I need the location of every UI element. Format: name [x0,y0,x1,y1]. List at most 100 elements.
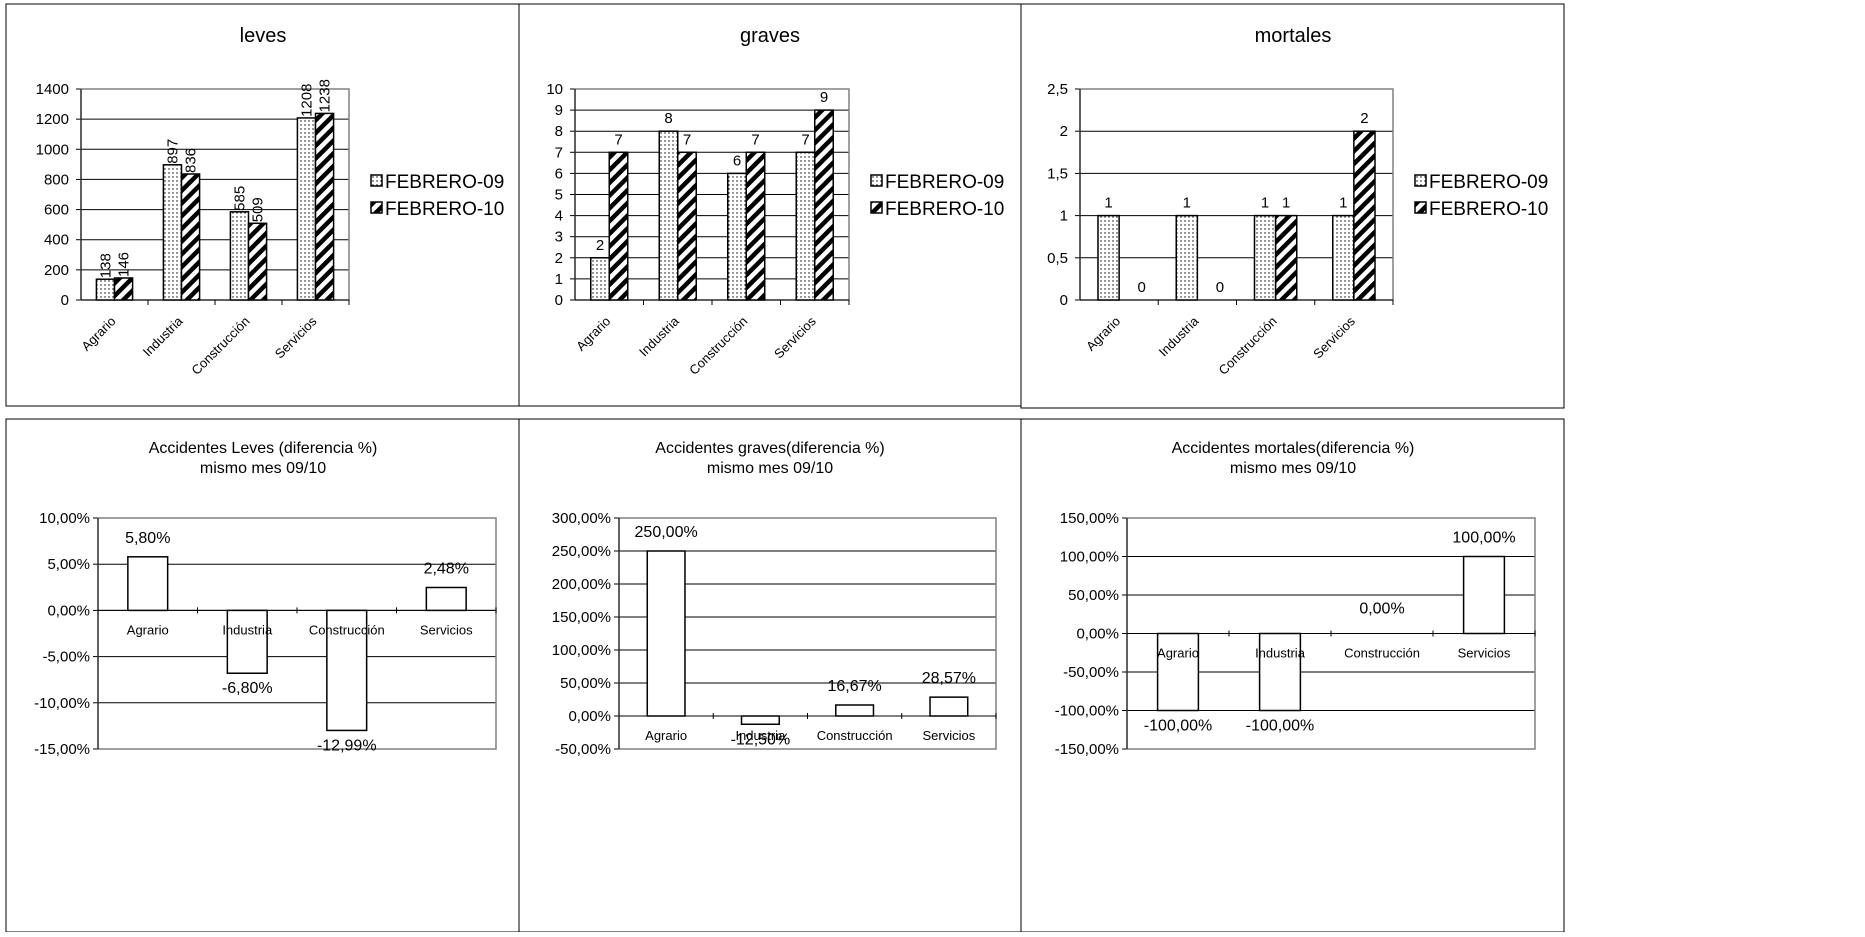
bar-febrero-10 [247,222,268,301]
data-label: 1 [1183,195,1191,212]
y-tick-label: -100,00% [1055,703,1119,720]
data-label: 9 [820,89,828,106]
y-tick-label: 100,00% [1060,549,1119,566]
y-tick-label: 7 [555,144,563,161]
y-tick-label: 50,00% [560,675,611,692]
y-tick-label: 400 [44,232,69,249]
y-tick-label: 2 [1060,123,1068,140]
bar [425,586,467,612]
x-tick-label: Construcción [1344,646,1420,661]
data-label: 0 [1216,279,1224,296]
bar-febrero-10 [1353,130,1376,301]
data-label: 1 [1282,195,1290,212]
y-tick-label: 1 [555,271,563,288]
y-tick-label: 600 [44,202,69,219]
x-tick-label: Agrario [78,314,118,354]
y-tick-label: 5 [555,187,563,204]
data-label: 2 [596,237,604,254]
chart-title: Accidentes Leves (diferencia %) [149,440,378,457]
y-tick-label: -15,00% [34,741,90,758]
chart-0: leves 0 200 400 600 800 1000 1200 1400 138 146 Agra… [36,25,505,378]
x-tick-label: Construcción [686,314,750,378]
y-tick-label: 0,00% [1076,626,1119,643]
chart-title: Accidentes mortales(diferencia %) [1172,440,1415,457]
chart-3: Accidentes Leves (diferencia %) mismo mes… [34,440,497,758]
y-tick-label: 0,5 [1047,250,1068,267]
bar [1156,632,1200,712]
y-tick-label: 0 [555,292,563,309]
y-tick-label: 6 [555,165,563,182]
y-tick-label: -5,00% [42,649,90,666]
chart-subtitle: mismo mes 09/10 [1230,460,1356,477]
legend-label: FEBRERO-10 [385,199,504,220]
legend-swatch-febrero-10 [370,201,383,214]
chart-5: Accidentes mortales(diferencia %) mismo m… [1055,440,1536,758]
bar [1258,632,1302,712]
x-tick-label: Servicios [272,313,320,361]
x-tick-label: Agrario [573,314,613,354]
y-tick-label: 0,00% [47,602,90,619]
bar [127,556,169,612]
bar-febrero-10 [113,277,134,301]
data-label: -12,99% [317,737,377,754]
chart-4: Accidentes graves(diferencia %) mismo mes… [552,440,997,758]
chart-1: graves01234567891027Agrario87Industria67… [546,25,1004,378]
bar [1462,555,1506,635]
bar-febrero-09 [795,151,816,301]
data-label: 0 [1138,279,1146,296]
data-label: 8 [664,110,672,127]
x-tick-label: Construcción [309,622,385,637]
y-tick-label: 300,00% [552,510,611,527]
bar-febrero-09 [296,117,317,301]
y-tick-label: 50,00% [1068,587,1119,604]
y-tick-label: 1000 [36,141,69,158]
data-label: -6,80% [222,680,273,697]
bar-febrero-10 [608,151,629,301]
legend-swatch-febrero-09 [870,174,883,187]
x-tick-label: Servicios [420,622,473,637]
bar-febrero-10 [314,112,335,301]
y-tick-label: 9 [555,102,563,119]
legend-label: FEBRERO-10 [1429,199,1548,220]
y-tick-label: 8 [555,123,563,140]
data-label: 250,00% [635,524,698,541]
y-tick-label: 150,00% [1060,510,1119,527]
y-tick-label: -10,00% [34,695,90,712]
x-tick-label: Servicios [1310,313,1358,361]
x-tick-label: Industria [1156,313,1202,359]
panel-frame-2 [1020,3,1565,409]
y-tick-label: -150,00% [1055,741,1119,758]
data-label: 585 [231,186,248,211]
bar [326,609,368,732]
data-label: 5,80% [125,530,170,547]
chart-subtitle: mismo mes 09/10 [200,460,326,477]
x-tick-label: Industria [140,313,186,359]
data-label: 100,00% [1452,530,1515,547]
y-tick-label: 10 [546,81,563,98]
y-tick-label: 1,5 [1047,165,1068,182]
y-tick-label: 2 [555,250,563,267]
legend-label: FEBRERO-09 [385,172,504,193]
data-label: 138 [97,253,114,278]
data-label: 7 [614,131,622,148]
legend-label: FEBRERO-09 [885,172,1004,193]
chart-title: graves [740,25,800,47]
bar-febrero-09 [162,164,183,301]
data-label: 2 [1360,110,1368,127]
y-tick-label: -50,00% [1063,664,1119,681]
data-label: 1 [1104,195,1112,212]
legend-label: FEBRERO-10 [885,199,1004,220]
bar-febrero-09 [1253,214,1277,301]
y-tick-label: 3 [555,229,563,246]
data-label: 509 [250,197,267,222]
bar-febrero-09 [1097,214,1120,301]
x-tick-label: Servicios [771,313,819,361]
x-tick-label: Construcción [188,314,252,378]
chart-title: Accidentes graves(diferencia %) [655,440,884,457]
bar [646,550,686,717]
y-tick-label: 0,00% [568,708,611,725]
y-tick-label: 1200 [36,111,69,128]
data-label: 7 [683,131,691,148]
data-label: 1238 [317,79,334,112]
